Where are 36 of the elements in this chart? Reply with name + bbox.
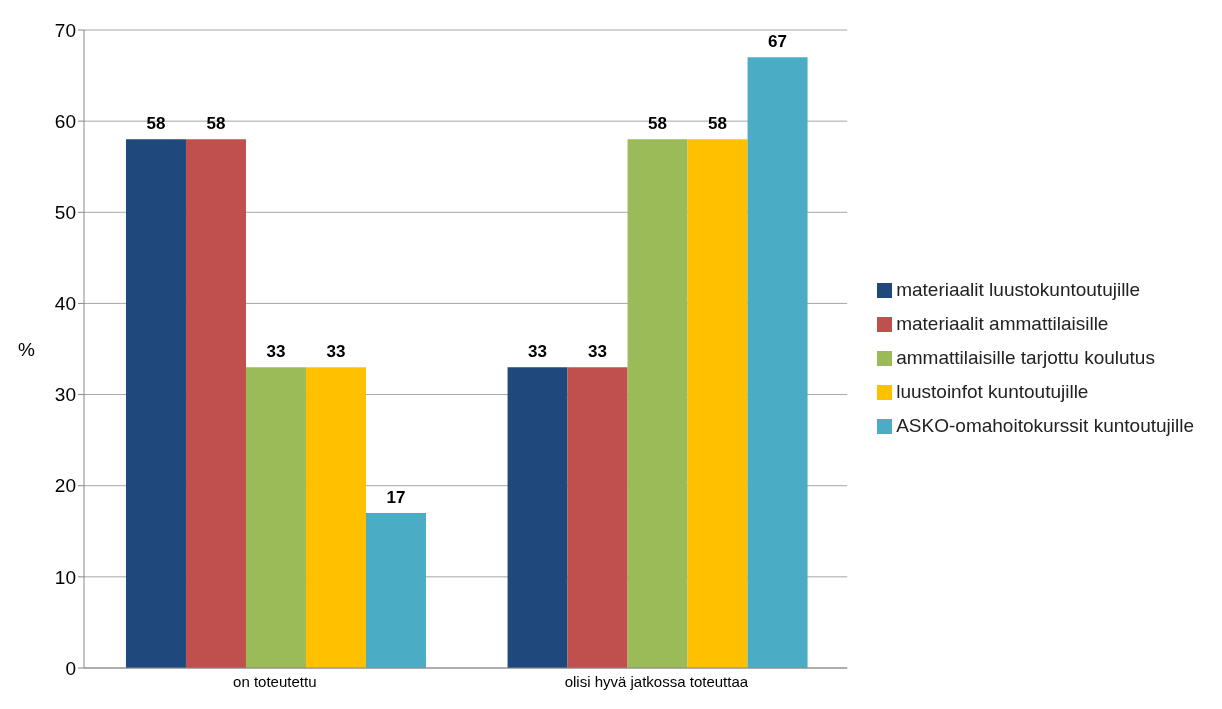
- y-tick-label: 70: [54, 19, 76, 41]
- bar: [747, 57, 808, 668]
- data-label: 33: [528, 342, 548, 362]
- data-label: 58: [708, 114, 728, 134]
- data-label: 58: [648, 114, 668, 134]
- bar: [507, 367, 568, 668]
- y-axis-title: %: [18, 338, 35, 360]
- bar: [567, 367, 628, 668]
- y-tick-label: 30: [54, 384, 76, 406]
- x-tick-label: on toteutettu: [233, 672, 317, 690]
- legend-label: ammattilaisille tarjottu koulutus: [896, 347, 1155, 368]
- bar: [245, 367, 306, 668]
- data-label: 33: [266, 342, 286, 362]
- legend-label: luustoinfot kuntoutujille: [896, 381, 1089, 402]
- data-label: 67: [768, 32, 788, 52]
- bar: [125, 139, 186, 668]
- y-tick-label: 0: [65, 657, 76, 679]
- y-tick-label: 10: [54, 566, 76, 588]
- data-label: 17: [386, 488, 406, 508]
- bar: [305, 367, 366, 668]
- y-tick-label: 20: [54, 475, 76, 497]
- data-label: 58: [206, 114, 226, 134]
- y-tick-label: 60: [54, 110, 76, 132]
- bar: [365, 513, 426, 668]
- data-label: 58: [146, 114, 166, 134]
- legend-label: materiaalit luustokuntoutujille: [896, 279, 1141, 300]
- legend-label: materiaalit ammattilaisille: [896, 313, 1109, 334]
- y-tick-label: 50: [54, 202, 76, 224]
- bar: [627, 139, 688, 668]
- y-tick-label: 40: [54, 293, 76, 315]
- bar: [185, 139, 246, 668]
- bar: [687, 139, 748, 668]
- x-tick-label: olisi hyvä jatkossa toteuttaa: [564, 672, 749, 690]
- legend-label: ASKO-omahoitokurssit kuntoutujille: [896, 415, 1194, 436]
- data-label: 33: [326, 342, 346, 362]
- data-label: 33: [588, 342, 608, 362]
